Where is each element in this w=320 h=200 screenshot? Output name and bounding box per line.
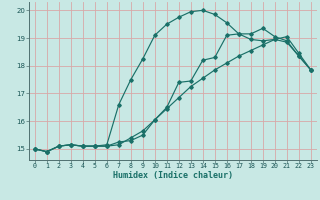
X-axis label: Humidex (Indice chaleur): Humidex (Indice chaleur) [113,171,233,180]
